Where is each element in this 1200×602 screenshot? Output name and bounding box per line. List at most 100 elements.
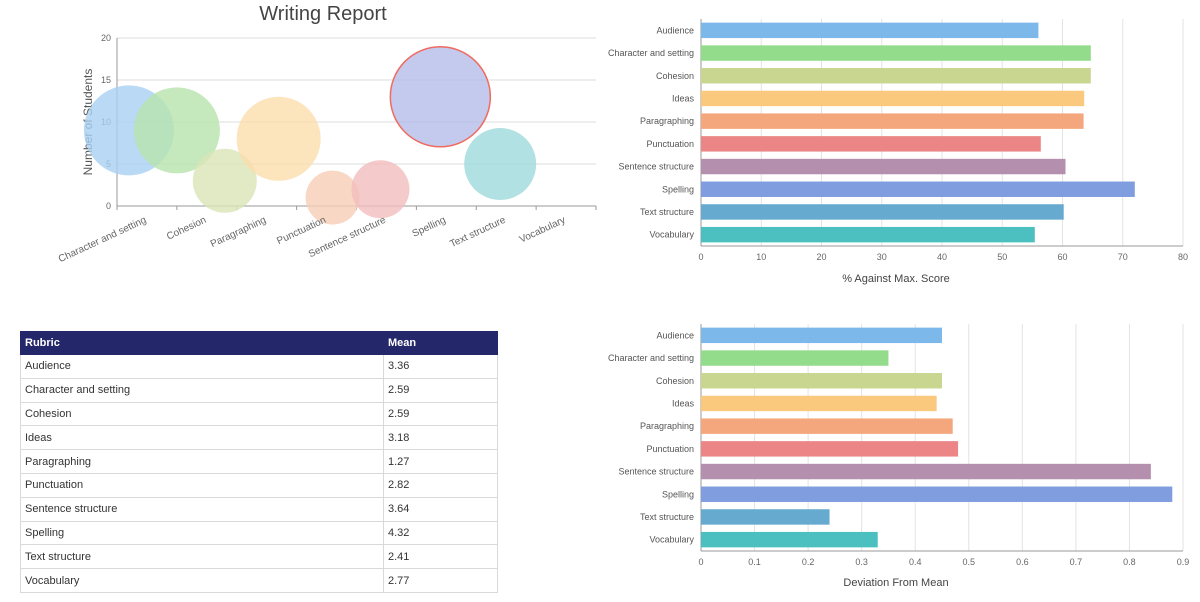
bar bbox=[701, 45, 1091, 61]
bubble bbox=[236, 96, 321, 181]
y-tick-label: 20 bbox=[101, 33, 111, 43]
bar bbox=[701, 531, 878, 548]
rubric-cell: Character and setting bbox=[20, 377, 384, 403]
mean-cell: 2.59 bbox=[383, 377, 498, 403]
bubble bbox=[192, 148, 257, 213]
rubric-cell: Punctuation bbox=[20, 472, 384, 498]
table-row: Character and setting 2.59 bbox=[20, 377, 498, 403]
table-row: Vocabulary 2.77 bbox=[20, 568, 498, 593]
x-tick-label: Paragraphing bbox=[209, 215, 268, 250]
x-tick-label: 60 bbox=[1057, 252, 1067, 262]
bar bbox=[701, 136, 1041, 152]
x-tick-label: 0.8 bbox=[1123, 557, 1136, 567]
x-tick-label: 0.3 bbox=[855, 557, 868, 567]
mean-cell: 4.32 bbox=[383, 520, 498, 546]
bubble bbox=[389, 46, 492, 148]
y-tick-label: Paragraphing bbox=[640, 116, 694, 126]
bar bbox=[701, 327, 942, 344]
x-tick-label: 10 bbox=[756, 252, 766, 262]
rubric-cell: Cohesion bbox=[20, 401, 384, 427]
y-tick-label: Cohesion bbox=[656, 71, 694, 81]
bar bbox=[701, 68, 1091, 84]
bar bbox=[701, 418, 953, 434]
mean-cell: 2.41 bbox=[383, 544, 498, 570]
y-tick-label: Sentence structure bbox=[618, 467, 694, 477]
bar bbox=[701, 509, 830, 525]
bar bbox=[701, 181, 1135, 197]
column-header-mean: Mean bbox=[383, 331, 498, 355]
mean-cell: 3.64 bbox=[383, 496, 498, 522]
x-tick-label: Text structure bbox=[448, 215, 507, 251]
rubric-cell: Ideas bbox=[20, 425, 384, 451]
table-row: Text structure 2.41 bbox=[20, 544, 498, 570]
mean-cell: 3.18 bbox=[383, 425, 498, 451]
x-axis-label: Deviation From Mean bbox=[843, 577, 948, 589]
bar bbox=[701, 373, 942, 389]
y-tick-label: Character and setting bbox=[608, 353, 694, 363]
x-tick-label: Spelling bbox=[411, 215, 448, 240]
x-tick-label: 0.7 bbox=[1070, 557, 1083, 567]
x-axis-label: % Against Max. Score bbox=[842, 273, 950, 285]
table-row: Punctuation 2.82 bbox=[20, 472, 498, 498]
y-tick-label: Spelling bbox=[662, 489, 694, 499]
rubric-cell: Vocabulary bbox=[20, 568, 384, 593]
rubric-cell: Paragraphing bbox=[20, 449, 384, 474]
bubble-chart: Writing Report Number of Students 051015… bbox=[57, 3, 597, 265]
x-tick-label: 30 bbox=[877, 252, 887, 262]
bar bbox=[701, 113, 1084, 129]
y-tick-label: Vocabulary bbox=[649, 230, 694, 240]
y-tick-label: Punctuation bbox=[646, 444, 694, 454]
y-tick-label: Ideas bbox=[672, 93, 695, 103]
table-header-row: Rubric Mean bbox=[20, 331, 498, 355]
mean-cell: 2.59 bbox=[383, 401, 498, 427]
bar bbox=[701, 204, 1064, 220]
bubble bbox=[133, 87, 220, 174]
bar bbox=[701, 90, 1085, 107]
deviation-bar-chart: Audience Character and setting Cohesion Ide… bbox=[608, 324, 1190, 589]
mean-cell: 3.36 bbox=[383, 354, 498, 379]
bar bbox=[701, 441, 959, 457]
x-tick-label: 0 bbox=[698, 557, 703, 567]
x-tick-label: Character and setting bbox=[57, 215, 148, 265]
mean-cell: 1.27 bbox=[383, 449, 498, 474]
table-row: Spelling 4.32 bbox=[20, 520, 498, 546]
y-tick-label: Punctuation bbox=[646, 139, 694, 149]
y-tick-label: Character and setting bbox=[608, 48, 694, 58]
x-tick-label: 0.1 bbox=[748, 557, 761, 567]
y-tick-label: Audience bbox=[656, 330, 694, 340]
x-tick-label: 50 bbox=[997, 252, 1007, 262]
table-row: Paragraphing 1.27 bbox=[20, 449, 498, 474]
y-tick-label: 0 bbox=[106, 201, 111, 211]
x-tick-label: 40 bbox=[937, 252, 947, 262]
y-tick-label: 15 bbox=[101, 75, 111, 85]
x-tick-label: 0.2 bbox=[802, 557, 815, 567]
x-tick-label: 20 bbox=[816, 252, 826, 262]
y-tick-label: Audience bbox=[656, 25, 694, 35]
x-tick-label: Punctuation bbox=[275, 215, 328, 247]
y-tick-label: Sentence structure bbox=[618, 162, 694, 172]
rubric-cell: Spelling bbox=[20, 520, 384, 546]
y-tick-label: Spelling bbox=[662, 184, 694, 194]
bar bbox=[701, 350, 889, 366]
x-tick-label: 0.9 bbox=[1177, 557, 1190, 567]
bar bbox=[701, 486, 1173, 502]
table-row: Ideas 3.18 bbox=[20, 425, 498, 451]
bar bbox=[701, 395, 937, 412]
x-tick-label: 70 bbox=[1118, 252, 1128, 262]
table-row: Audience 3.36 bbox=[20, 354, 498, 379]
bubble bbox=[305, 170, 360, 225]
table-row: Cohesion 2.59 bbox=[20, 401, 498, 427]
bubble bbox=[351, 160, 410, 219]
bubble bbox=[464, 128, 537, 200]
x-tick-label: 0.5 bbox=[963, 557, 976, 567]
x-tick-label: Vocabulary bbox=[518, 215, 567, 246]
table-row: Sentence structure 3.64 bbox=[20, 496, 498, 522]
x-tick-label: Cohesion bbox=[165, 215, 208, 243]
bar bbox=[701, 22, 1039, 39]
rubric-mean-table: Rubric Mean Audience 3.36 Character and s… bbox=[20, 331, 498, 593]
x-tick-label: 80 bbox=[1178, 252, 1188, 262]
x-tick-label: 0 bbox=[698, 252, 703, 262]
y-tick-label: Ideas bbox=[672, 398, 695, 408]
y-tick-label: Text structure bbox=[640, 512, 694, 522]
bar bbox=[701, 463, 1151, 480]
